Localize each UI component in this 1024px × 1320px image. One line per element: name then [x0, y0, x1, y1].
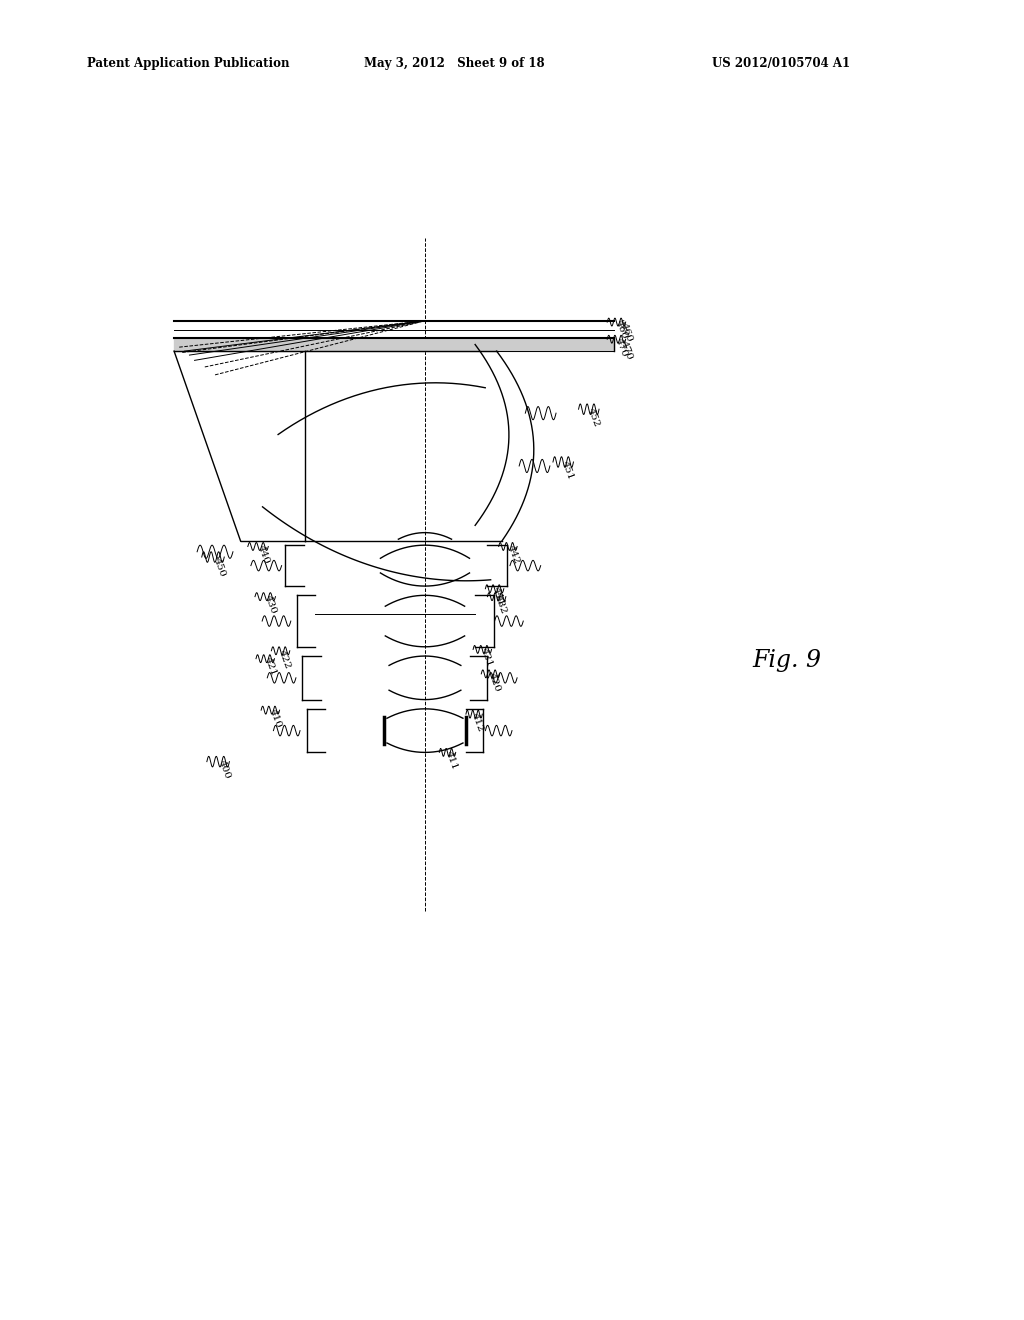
- Text: Fig. 9: Fig. 9: [753, 648, 821, 672]
- Text: 460: 460: [614, 318, 630, 339]
- Text: 412: 412: [470, 711, 485, 733]
- Text: Patent Application Publication: Patent Application Publication: [87, 57, 290, 70]
- Text: 431: 431: [479, 647, 495, 668]
- Text: 432: 432: [494, 594, 509, 615]
- Text: May 3, 2012   Sheet 9 of 18: May 3, 2012 Sheet 9 of 18: [364, 57, 544, 70]
- Text: 411: 411: [444, 750, 460, 771]
- Text: 410: 410: [268, 708, 284, 729]
- Text: 430: 430: [263, 594, 279, 615]
- Text: 452: 452: [586, 407, 601, 428]
- Text: 422: 422: [278, 648, 293, 669]
- Text: 421: 421: [263, 656, 279, 677]
- Text: 441: 441: [492, 586, 507, 607]
- Text: 460: 460: [620, 322, 635, 343]
- Text: 442: 442: [506, 544, 521, 565]
- Text: 420: 420: [487, 671, 503, 693]
- Text: 470: 470: [614, 337, 630, 358]
- Text: 451: 451: [560, 459, 575, 480]
- Text: 440: 440: [256, 544, 271, 565]
- Text: US 2012/0105704 A1: US 2012/0105704 A1: [712, 57, 850, 70]
- Text: 450: 450: [212, 557, 227, 578]
- Bar: [174, 338, 614, 351]
- Text: 470: 470: [620, 339, 635, 360]
- Text: 400: 400: [217, 759, 232, 780]
